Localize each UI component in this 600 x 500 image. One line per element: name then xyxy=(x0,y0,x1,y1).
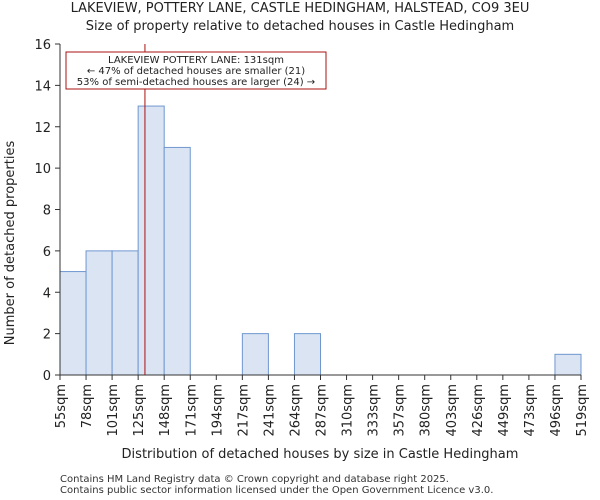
x-tick-label: 101sqm xyxy=(106,384,121,437)
y-tick-label: 8 xyxy=(43,204,51,219)
bar-264sqm xyxy=(293,333,322,376)
bar-55sqm xyxy=(59,271,87,376)
x-tick-label: 78sqm xyxy=(80,384,95,428)
y-tick-label: 14 xyxy=(34,79,51,94)
x-axis-label: Distribution of detached houses by size … xyxy=(122,447,519,462)
x-axis: 55sqm 78sqm 101sqm 125sqm 148sqm 171sqm 194sqm… xyxy=(54,374,590,437)
x-tick-label: 357sqm xyxy=(393,384,408,437)
x-tick-label: 217sqm xyxy=(236,384,251,437)
x-tick-label: 310sqm xyxy=(341,384,356,437)
y-tick-label: 10 xyxy=(34,162,51,177)
x-tick-label: 449sqm xyxy=(497,384,512,437)
x-tick-label: 496sqm xyxy=(549,384,564,437)
x-tick-label: 519sqm xyxy=(575,384,590,437)
x-tick-label: 194sqm xyxy=(210,384,225,437)
x-tick-label: 241sqm xyxy=(262,384,277,437)
x-tick-label: 426sqm xyxy=(471,384,486,437)
bar-217sqm xyxy=(241,333,269,376)
x-tick-label: 287sqm xyxy=(315,384,330,437)
x-tick-label: 380sqm xyxy=(419,384,434,437)
chart-title: LAKEVIEW, POTTERY LANE, CASTLE HEDINGHAM… xyxy=(70,1,530,16)
bar-148sqm xyxy=(163,146,191,376)
bars-group xyxy=(59,105,582,376)
x-tick-label: 333sqm xyxy=(367,384,382,437)
bar-496sqm xyxy=(554,353,582,376)
y-axis-label: Number of detached properties xyxy=(3,141,18,346)
footer-licence: Contains public sector information licen… xyxy=(60,485,494,496)
x-tick-label: 403sqm xyxy=(445,384,460,437)
bar-78sqm xyxy=(85,250,113,376)
x-tick-label: 55sqm xyxy=(54,384,69,428)
annotation-line-1: LAKEVIEW POTTERY LANE: 131sqm xyxy=(108,55,284,66)
x-tick-label: 125sqm xyxy=(132,384,147,437)
footer-copyright: Contains HM Land Registry data © Crown c… xyxy=(60,474,449,485)
y-tick-label: 4 xyxy=(43,286,51,301)
x-tick-label: 148sqm xyxy=(158,384,173,437)
annotation-border xyxy=(65,51,327,90)
y-tick-label: 12 xyxy=(34,121,51,136)
annotation-line-3: 53% of semi-detached houses are larger (… xyxy=(77,77,315,88)
chart-subtitle: Size of property relative to detached ho… xyxy=(85,19,515,34)
y-tick-label: 6 xyxy=(43,245,51,260)
y-axis: 0 2 4 6 8 10 12 14 16 xyxy=(34,38,61,384)
annotation-box: LAKEVIEW POTTERY LANE: 131sqm ← 47% of d… xyxy=(65,51,327,90)
annotation-line-2: ← 47% of detached houses are smaller (21… xyxy=(87,66,305,77)
bar-125sqm xyxy=(137,105,165,376)
bar-101sqm xyxy=(111,250,139,376)
y-tick-label: 16 xyxy=(34,38,51,53)
x-tick-label: 264sqm xyxy=(288,384,303,437)
x-tick-label: 473sqm xyxy=(523,384,538,437)
y-tick-label: 2 xyxy=(43,328,51,343)
x-tick-label: 171sqm xyxy=(184,384,199,437)
y-tick-label: 0 xyxy=(43,369,51,384)
